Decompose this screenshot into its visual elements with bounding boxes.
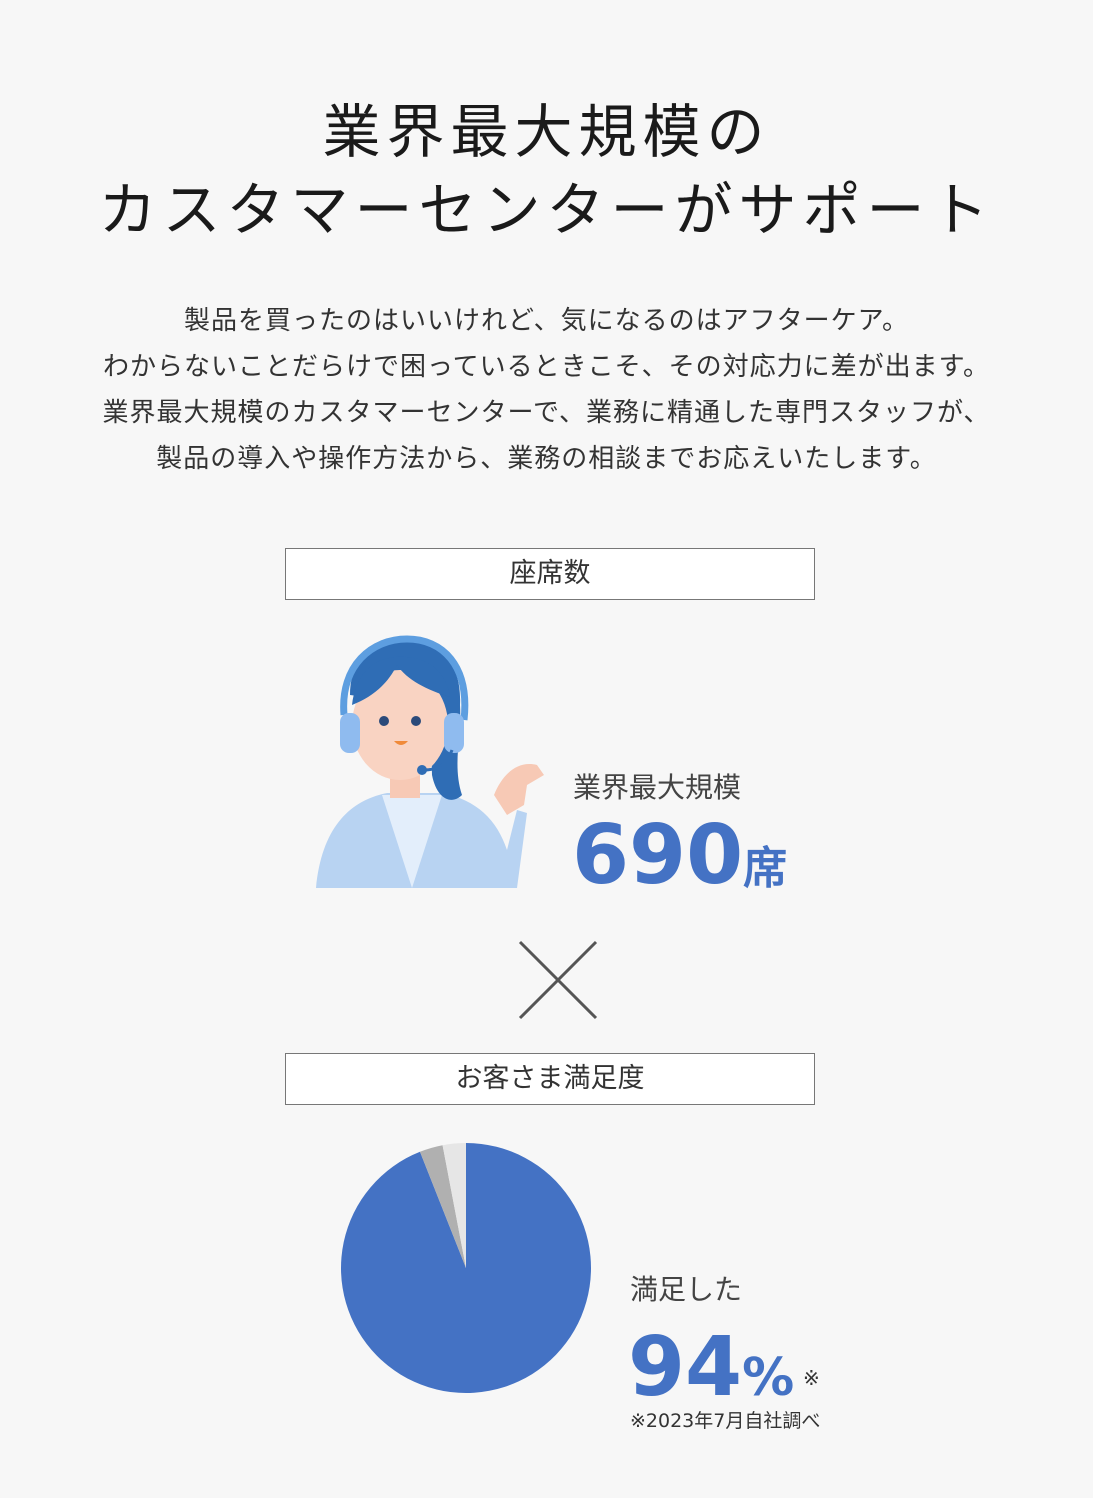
- satisfaction-subtitle: 満足した: [630, 1273, 743, 1306]
- lead-line: わからないことだらけで困っているときこそ、その対応力に差が出ます。: [102, 352, 991, 382]
- pie-slice-1: [419, 1145, 466, 1268]
- seats-label-box: 座席数: [285, 548, 815, 600]
- lead-line: 業界最大規模のカスタマーセンターで、業務に精通した専門スタッフが、: [102, 398, 991, 428]
- satisfaction-number: 94: [628, 1320, 743, 1415]
- satisfaction-pie-chart: [340, 1143, 591, 1393]
- lead-line: 製品の導入や操作方法から、業務の相談までお応えいたします。: [156, 444, 937, 474]
- seats-value: 690席: [572, 808, 787, 903]
- seats-unit: 席: [743, 843, 788, 894]
- seats-number: 690: [572, 808, 744, 903]
- lead-line: 製品を買ったのはいいけれど、気になるのはアフターケア。: [183, 306, 910, 336]
- satisfaction-label-box: お客さま満足度: [285, 1053, 815, 1105]
- pie-slice-0: [340, 1143, 591, 1393]
- lead-text: 製品を買ったのはいいけれど、気になるのはアフターケア。 わからないことだらけで困…: [0, 298, 1093, 482]
- footnote-mark: ※: [803, 1366, 820, 1390]
- survey-footnote: ※2023年7月自社調べ: [630, 1410, 821, 1432]
- heading-line2: カスタマーセンターがサポート: [98, 176, 995, 244]
- heading-line1: 業界最大規模の: [322, 98, 771, 166]
- seats-subtitle: 業界最大規模: [573, 771, 742, 804]
- operator-headset-illustration: [316, 635, 544, 888]
- pie-slice-2: [442, 1143, 466, 1268]
- satisfaction-value: 94%: [628, 1320, 794, 1415]
- satisfaction-unit: %: [742, 1348, 795, 1408]
- multiply-icon: [518, 940, 598, 1020]
